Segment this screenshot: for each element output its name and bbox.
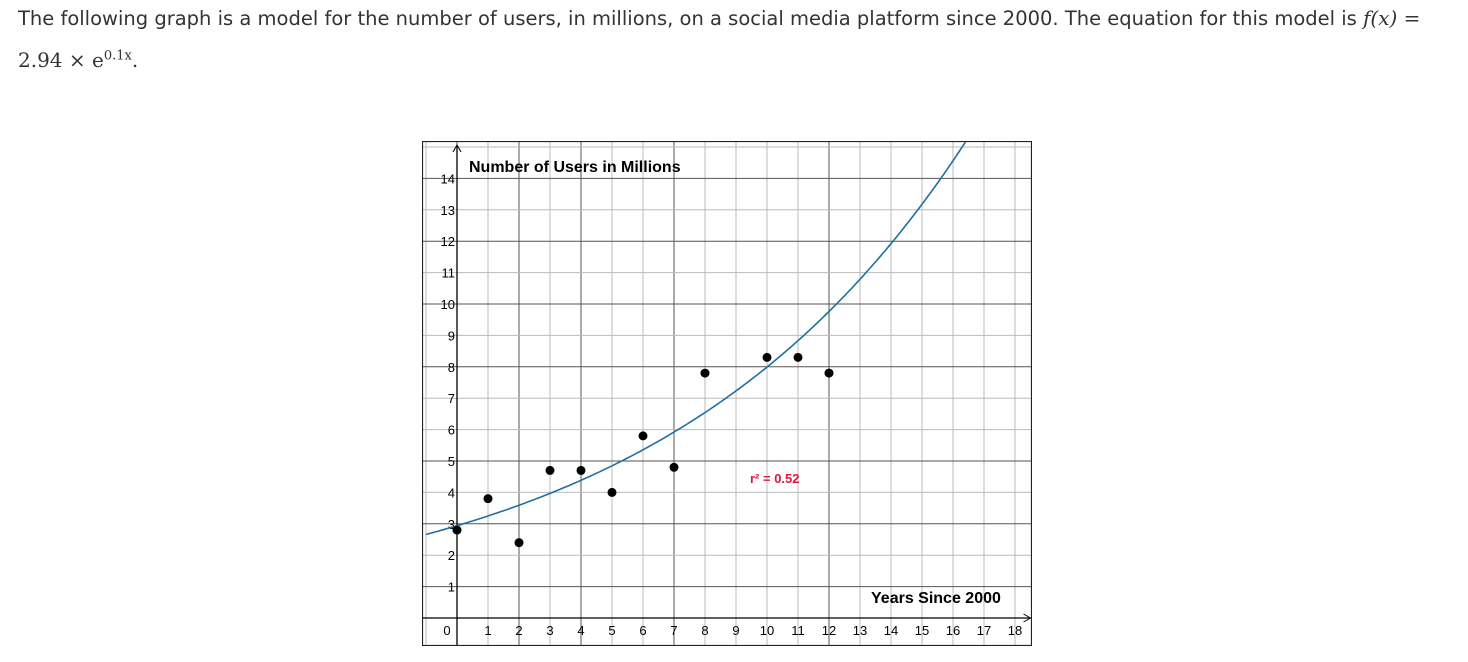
x-tick-label: 8 [701,623,708,638]
data-point [607,487,617,497]
r-squared-annotation: r² = 0.52 [750,471,800,486]
x-tick-label: 13 [853,623,867,638]
data-points [452,352,834,548]
data-point [700,368,710,378]
data-point [452,525,462,535]
y-tick-label: 7 [448,391,455,406]
y-tick-label: 9 [448,328,455,343]
y-tick-label: 14 [441,171,455,186]
y-tick-label: 1 [448,580,455,595]
question-text: The following graph is a model for the n… [18,0,1448,79]
y-tick-label: 5 [448,454,455,469]
y-axis-label: Number of Users in Millions [469,159,681,176]
y-tick-label: 2 [448,548,455,563]
axes [422,143,1032,646]
x-tick-label: 3 [546,623,553,638]
x-tick-label: 11 [791,623,805,638]
y-tick-label: 8 [448,360,455,375]
equation-lhs: f(x) [1363,6,1398,30]
tick-labels: 0 1 2 3 4 5 6 7 8 9 10 11 12 13 14 15 16 17 18123456789101… [441,171,1023,638]
scatter-chart: 0 1 2 3 4 5 6 7 8 9 10 11 12 13 14 15 16 17 18123456789101… [422,141,1032,646]
y-tick-label: 4 [448,485,455,500]
x-tick-label: 14 [884,623,898,638]
x-tick-label: 5 [608,623,615,638]
data-point [824,368,834,378]
y-tick-label: 6 [448,423,455,438]
x-tick-label: 9 [732,623,739,638]
equation: f(x) = 2.94 × e0.1x. [18,6,1420,72]
x-tick-label: 0 [443,623,450,638]
y-tick-label: 12 [441,234,455,249]
x-tick-label: 12 [822,623,836,638]
data-point [669,462,679,472]
x-axis-label: Years Since 2000 [871,590,1001,607]
equation-end: . [131,47,139,72]
y-axis-arrow [452,143,462,153]
data-point [762,352,772,362]
x-tick-label: 18 [1008,623,1022,638]
grid [422,141,1032,646]
y-tick-label: 3 [448,517,455,532]
x-tick-label: 16 [946,623,960,638]
model-curve [425,141,967,536]
data-point [793,352,803,362]
data-point [638,431,648,441]
y-tick-label: 10 [441,297,455,312]
x-tick-label: 4 [577,623,584,638]
equation-exponent: 0.1x [103,48,132,63]
x-tick-label: 17 [977,623,991,638]
data-point [576,465,586,475]
x-tick-label: 1 [484,623,491,638]
data-point [514,538,524,548]
data-point [483,494,493,504]
y-tick-label: 11 [442,266,456,281]
intro-text: The following graph is a model for the n… [18,7,1357,30]
data-point [545,465,555,475]
x-tick-label: 15 [915,623,929,638]
equation-rhs: = 2.94 × e [18,6,1421,72]
x-axis-arrow [1023,613,1032,623]
x-tick-label: 2 [515,623,522,638]
x-tick-label: 6 [639,623,646,638]
chart-frame [422,141,1032,646]
y-tick-label: 13 [441,203,455,218]
x-tick-label: 10 [760,623,774,638]
x-tick-label: 7 [670,623,677,638]
